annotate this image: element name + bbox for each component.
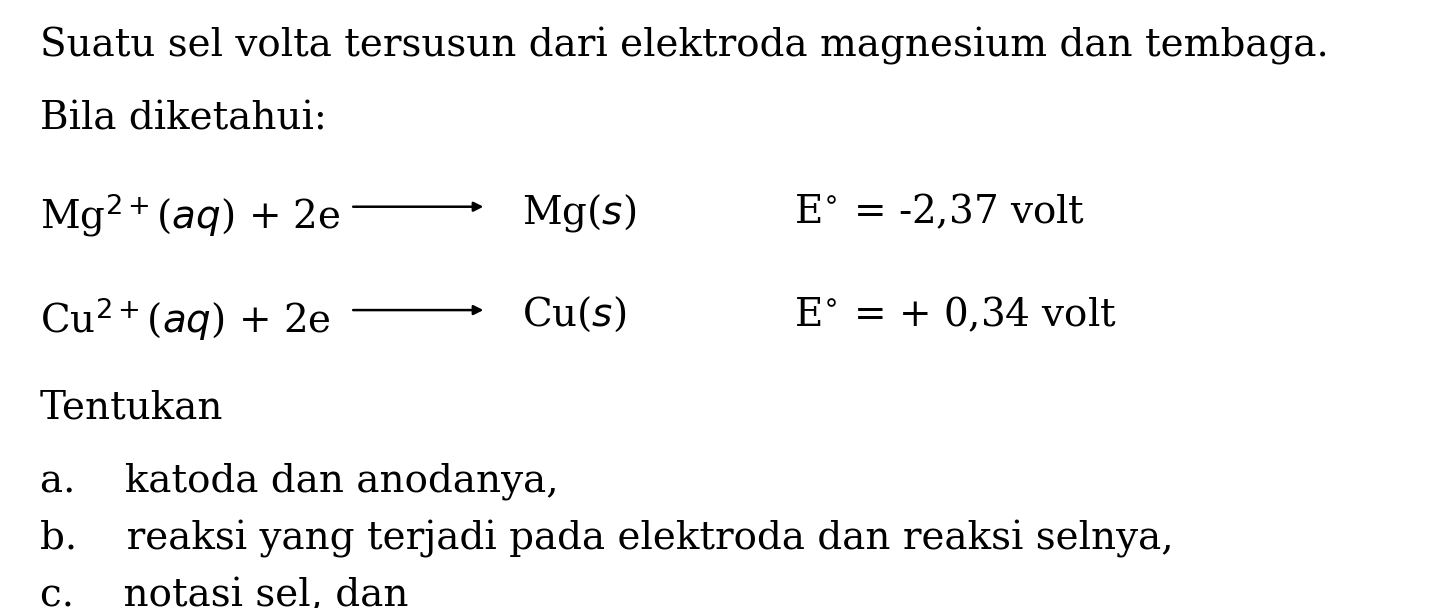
Text: b.    reaksi yang terjadi pada elektroda dan reaksi selnya,: b. reaksi yang terjadi pada elektroda da…	[40, 520, 1174, 558]
Text: Bila diketahui:: Bila diketahui:	[40, 100, 327, 137]
Text: c.    notasi sel, dan: c. notasi sel, dan	[40, 578, 409, 608]
Text: E$^{\circ}$ = -2,37 volt: E$^{\circ}$ = -2,37 volt	[794, 192, 1085, 231]
Text: Cu($s$): Cu($s$)	[522, 295, 626, 334]
Text: Suatu sel volta tersusun dari elektroda magnesium dan tembaga.: Suatu sel volta tersusun dari elektroda …	[40, 27, 1328, 66]
Text: a.    katoda dan anodanya,: a. katoda dan anodanya,	[40, 462, 559, 500]
Text: E$^{\circ}$ = + 0,34 volt: E$^{\circ}$ = + 0,34 volt	[794, 295, 1117, 334]
Text: Mg($s$): Mg($s$)	[522, 192, 636, 233]
Text: Mg$^{2+}$($aq$) + 2e: Mg$^{2+}$($aq$) + 2e	[40, 192, 340, 239]
Text: Tentukan: Tentukan	[40, 389, 223, 426]
Text: Cu$^{2+}$($aq$) + 2e: Cu$^{2+}$($aq$) + 2e	[40, 295, 330, 342]
